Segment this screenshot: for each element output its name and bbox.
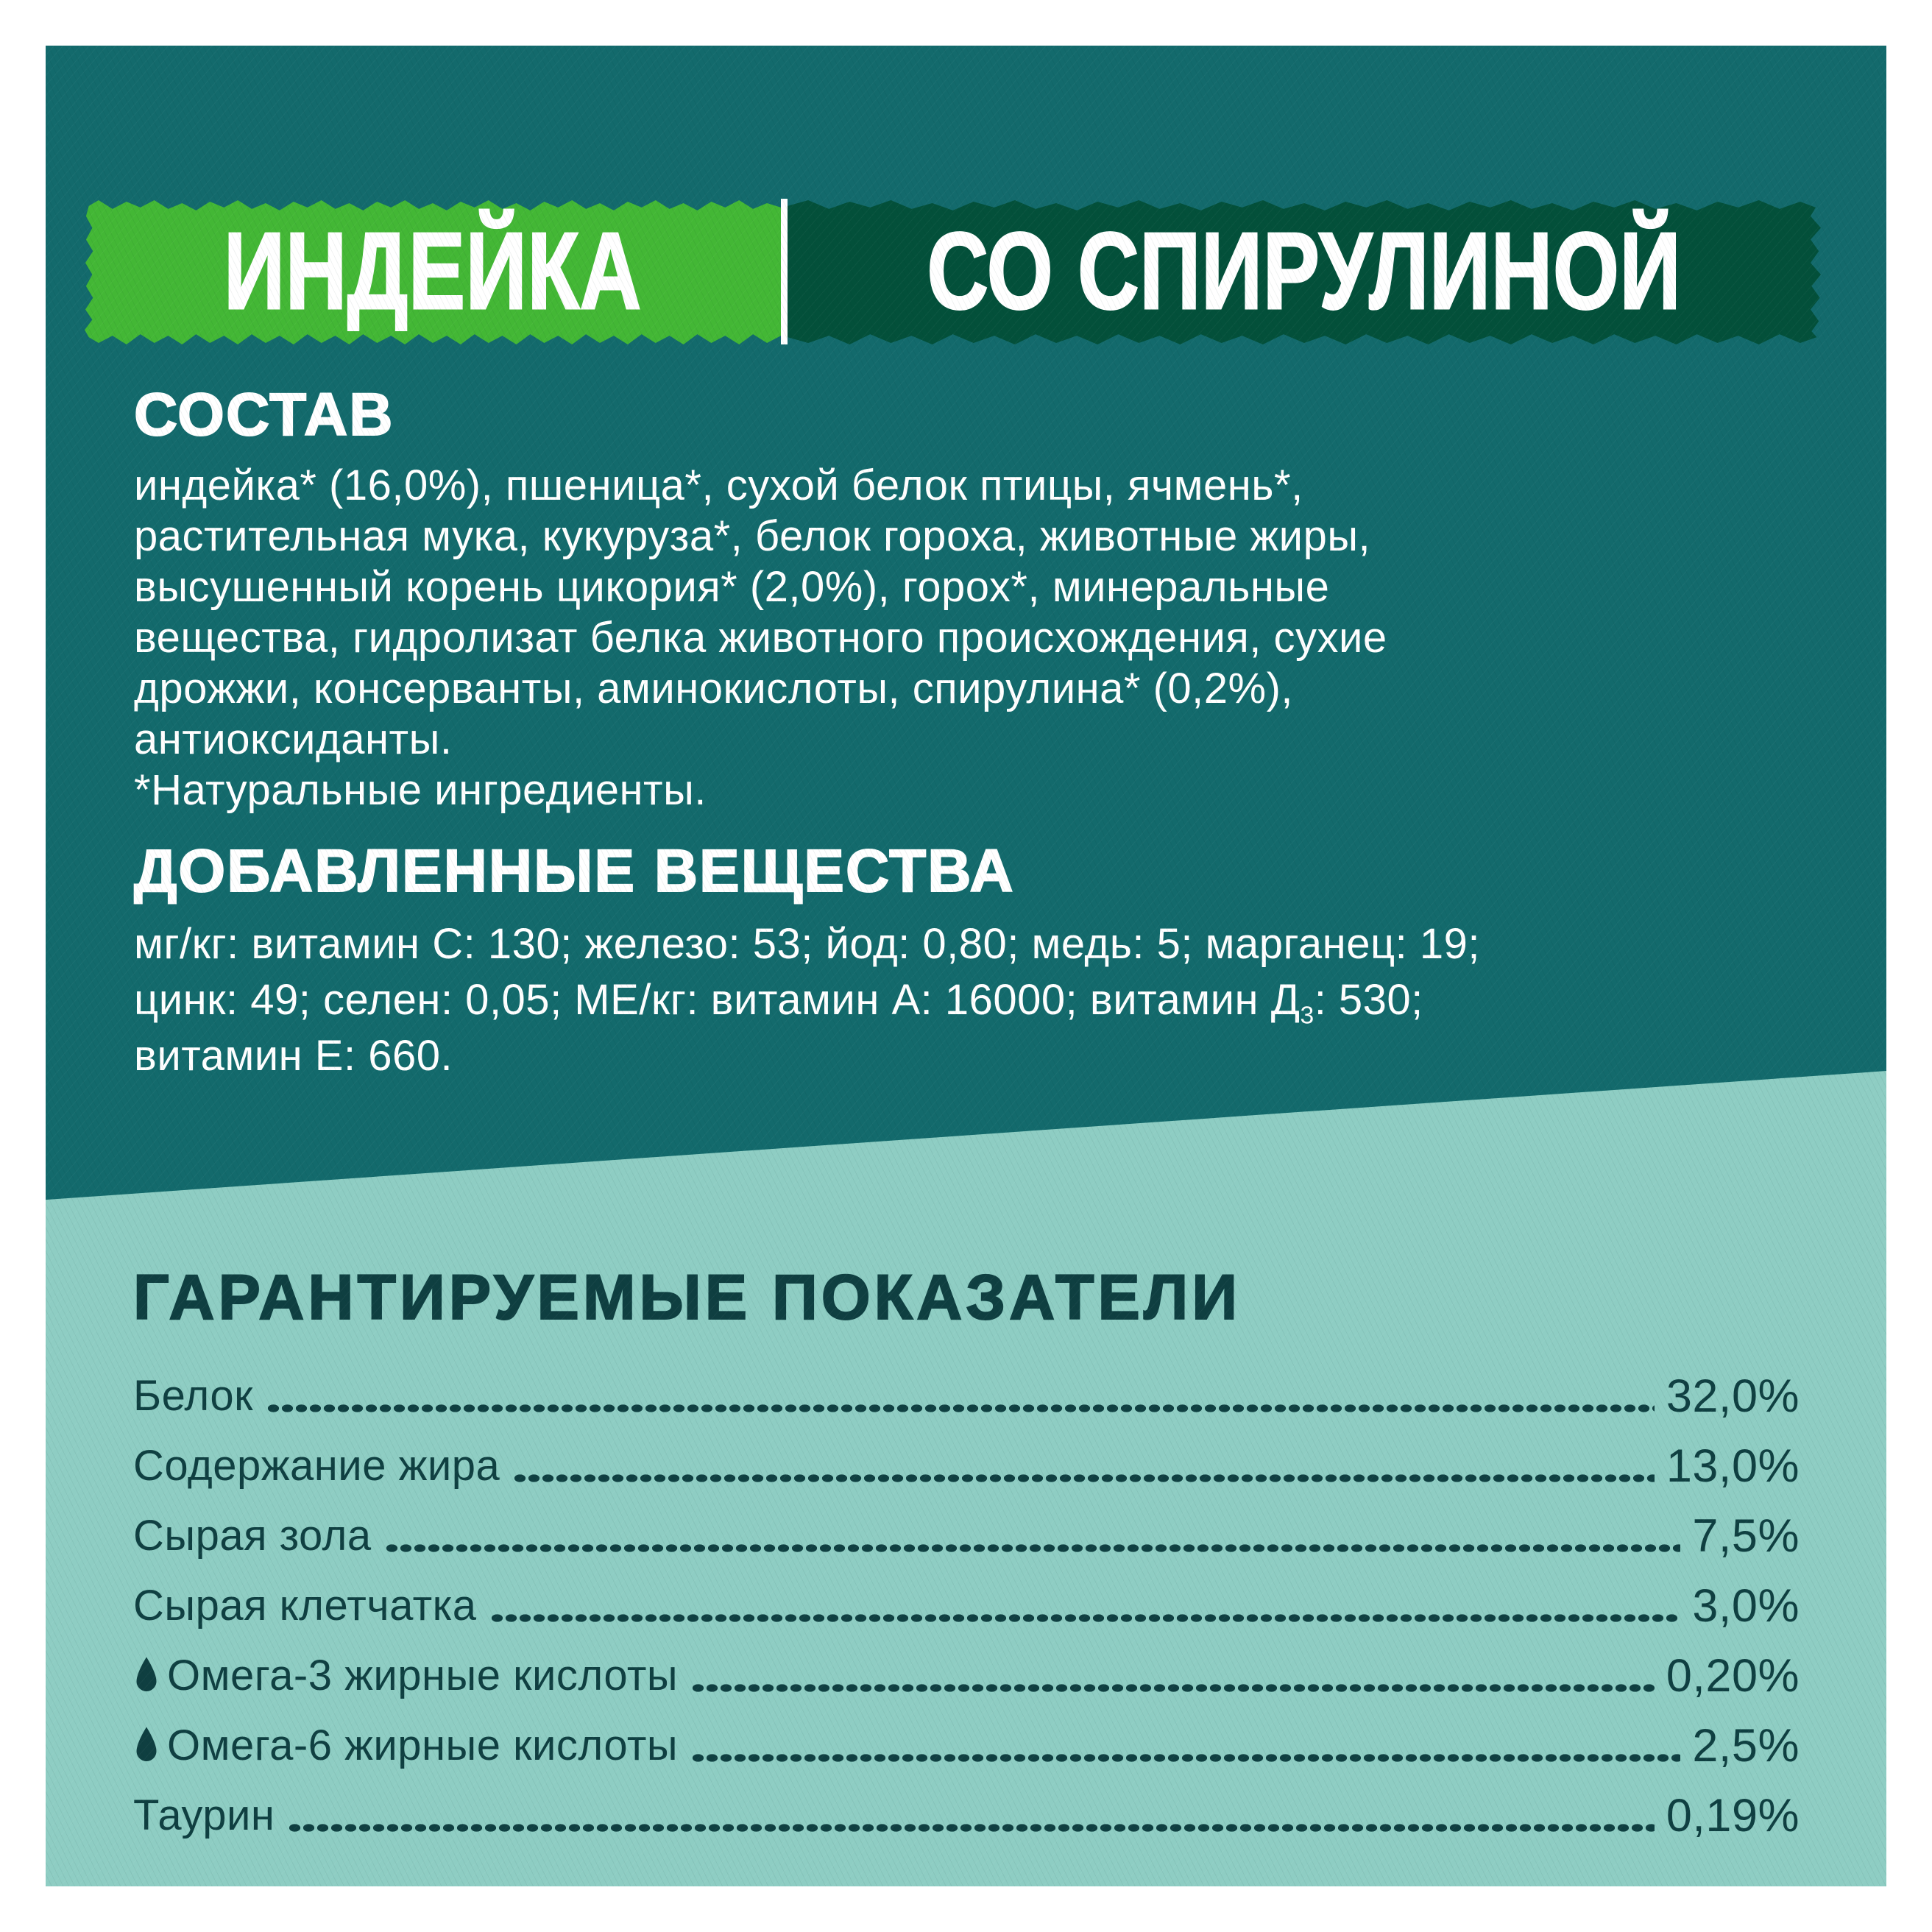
banner-divider [781,199,788,344]
composition-line: дрожжи, консерванты, аминокислоты, спиру… [134,665,1294,712]
additives-line2-suffix: : 530; [1314,976,1423,1024]
additives-line2-prefix: цинк: 49; селен: 0,05; МЕ/кг: витамин A:… [134,976,1301,1024]
composition-line: вещества, гидролизат белка животного про… [134,614,1387,662]
guaranteed-title: ГАРАНТИРУЕМЫЕ ПОКАЗАТЕЛИ [132,1262,1242,1334]
nutrient-value: 2,5% [1692,1719,1800,1772]
nutrient-value: 13,0% [1666,1440,1800,1492]
additives-section: ДОБАВЛЕННЫЕ ВЕЩЕСТВА мг/кг: витамин C: 1… [133,837,1481,1084]
flavor-banner-right: СО СПИРУЛИНОЙ [788,199,1821,344]
dotted-leader [384,1543,1681,1553]
additives-title: ДОБАВЛЕННЫЕ ВЕЩЕСТВА [133,837,1015,905]
dotted-leader [266,1404,1655,1413]
composition-section: СОСТАВ индейка* (16,0%), пшеница*, сухой… [133,381,1387,815]
composition-line: антиоксиданты. [134,715,453,763]
flavor-banner: ИНДЕЙКА СО СПИРУЛИНОЙ [85,199,1821,344]
dotted-leader [288,1823,1655,1833]
nutrient-label: Белок [133,1372,254,1420]
table-row: Омега-3 жирные кислоты 0,20% [133,1641,1800,1710]
table-row: Таурин 0,19% [133,1780,1800,1850]
nutrient-value: 3,0% [1692,1579,1800,1632]
flavor-banner-left: ИНДЕЙКА [85,199,781,344]
table-row: Содержание жира 13,0% [133,1431,1800,1501]
nutrient-value: 0,19% [1666,1789,1800,1841]
composition-title: СОСТАВ [133,381,394,449]
dotted-leader [691,1753,1681,1763]
dotted-leader [691,1683,1655,1693]
additives-line: цинк: 49; селен: 0,05; МЕ/кг: витамин A:… [134,972,1480,1028]
table-row: Омега-6 жирные кислоты 2,5% [133,1710,1800,1780]
nutrient-label: Таурин [133,1791,275,1839]
nutrient-label: Сырая клетчатка [133,1582,477,1630]
vitamin-d3-subscript: 3 [1300,1002,1314,1030]
table-row: Белок 32,0% [133,1361,1800,1431]
omega-droplet-icon [136,1657,157,1691]
nutrient-label: Содержание жира [133,1442,500,1490]
composition-line: растительная мука, кукуруза*, белок горо… [134,512,1371,560]
nutrient-value: 32,0% [1666,1370,1800,1422]
nutrient-value: 7,5% [1692,1510,1800,1562]
additives-line: витамин E: 660. [134,1032,453,1080]
label-panel: ИНДЕЙКА СО СПИРУЛИНОЙ СОСТАВ индейка* (1… [46,46,1886,1886]
composition-line: индейка* (16,0%), пшеница*, сухой белок … [134,461,1303,509]
guaranteed-section: ГАРАНТИРУЕМЫЕ ПОКАЗАТЕЛИ Белок 32,0% Сод… [132,1262,1800,1850]
table-row: Сырая клетчатка 3,0% [133,1571,1800,1641]
flavor-name: ИНДЕЙКА [223,210,642,333]
nutrient-value: 0,20% [1666,1649,1800,1702]
nutrient-label: Сырая зола [133,1512,372,1560]
dotted-leader [489,1613,1681,1623]
composition-line: высушенный корень цикория* (2,0%), горох… [134,563,1330,611]
additives-line: мг/кг: витамин C: 130; железо: 53; йод: … [134,920,1481,968]
flavor-variant: СО СПИРУЛИНОЙ [926,210,1682,333]
guaranteed-table: Белок 32,0% Содержание жира 13,0% Сырая … [133,1361,1800,1850]
composition-footnote: *Натуральные ингредиенты. [134,766,707,814]
omega-droplet-icon [136,1727,157,1761]
dotted-leader [513,1473,1655,1483]
nutrient-label: Омега-3 жирные кислоты [167,1652,679,1699]
nutrient-label: Омега-6 жирные кислоты [167,1722,679,1769]
table-row: Сырая зола 7,5% [133,1501,1800,1571]
